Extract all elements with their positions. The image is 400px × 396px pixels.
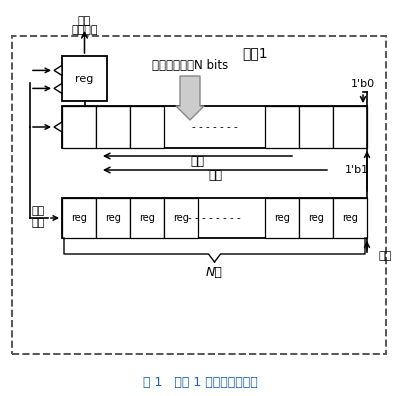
Text: reg: reg [173, 213, 189, 223]
Text: 串行: 串行 [78, 16, 91, 26]
Bar [130, 106, 164, 148]
Bar [62, 198, 367, 238]
Bar [265, 198, 299, 238]
Text: reg: reg [139, 213, 155, 223]
Polygon shape [54, 84, 62, 93]
Polygon shape [54, 122, 62, 132]
Text: reg: reg [105, 213, 121, 223]
Bar [164, 198, 198, 238]
Text: 信号: 信号 [31, 218, 45, 228]
Bar [333, 106, 367, 148]
Bar [62, 56, 107, 101]
Bar [130, 198, 164, 238]
Bar [96, 198, 130, 238]
Text: 1'b1: 1'b1 [345, 165, 369, 175]
Bar [62, 106, 96, 148]
FancyArrow shape [176, 76, 204, 120]
Bar [299, 106, 333, 148]
Bar [333, 198, 367, 238]
Text: 左移: 左移 [208, 169, 222, 181]
Text: N个: N个 [206, 265, 223, 278]
Text: reg: reg [75, 74, 94, 84]
Bar [96, 106, 130, 148]
Text: - - - - - - -: - - - - - - - [192, 122, 237, 132]
Text: 并行数据输入N bits: 并行数据输入N bits [152, 59, 228, 72]
Text: 1'b0: 1'b0 [351, 79, 375, 89]
Bar [62, 198, 96, 238]
Text: 时钟: 时钟 [378, 251, 392, 261]
Text: 左移: 左移 [190, 154, 204, 168]
Text: 控制: 控制 [31, 206, 45, 216]
Bar [62, 106, 367, 148]
Text: reg: reg [71, 213, 87, 223]
Polygon shape [54, 65, 62, 75]
Text: reg: reg [342, 213, 358, 223]
Text: - - - - - - - -: - - - - - - - - [188, 213, 241, 223]
Text: reg: reg [274, 213, 290, 223]
Bar [12, 36, 386, 354]
Bar [299, 198, 333, 238]
Text: reg: reg [308, 213, 324, 223]
Bar [265, 106, 299, 148]
Text: 数据输出: 数据输出 [71, 25, 98, 35]
Text: 图 1   方法 1 的硬件实现结构: 图 1 方法 1 的硬件实现结构 [143, 375, 257, 388]
Text: 方法1: 方法1 [242, 46, 268, 60]
